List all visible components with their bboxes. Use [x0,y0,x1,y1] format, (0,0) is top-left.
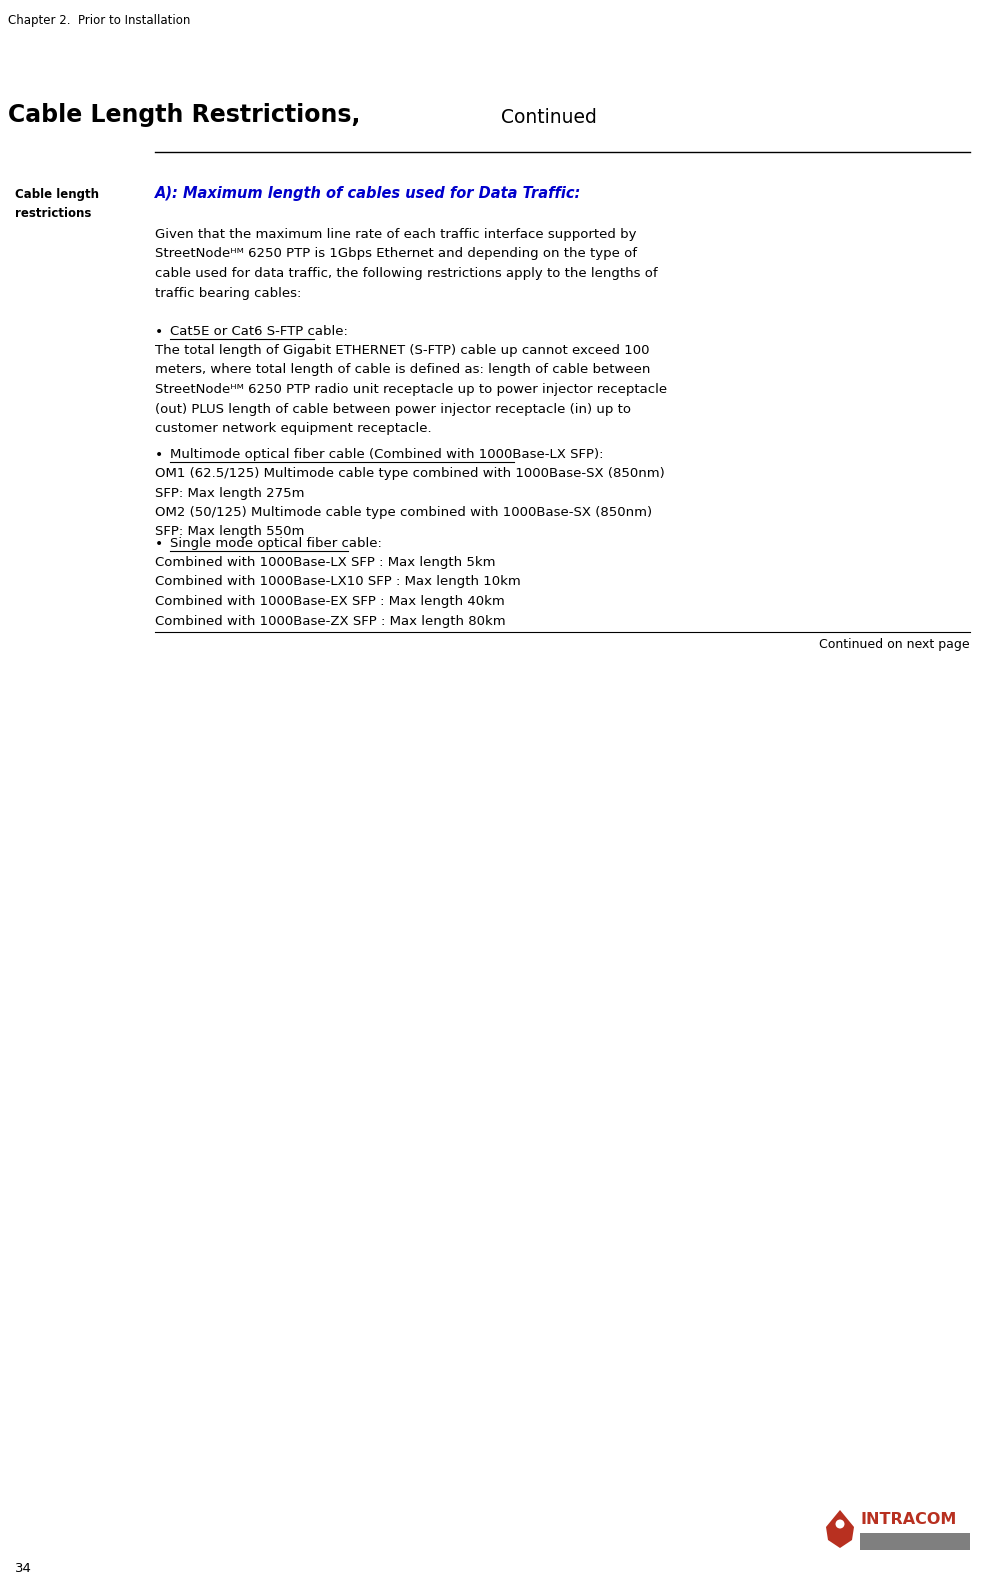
Text: Combined with 1000Base-LX SFP : Max length 5km: Combined with 1000Base-LX SFP : Max leng… [155,555,495,570]
Text: Combined with 1000Base-ZX SFP : Max length 80km: Combined with 1000Base-ZX SFP : Max leng… [155,614,505,627]
Text: cable used for data traffic, the following restrictions apply to the lengths of: cable used for data traffic, the followi… [155,267,658,279]
Text: SFP: Max length 550m: SFP: Max length 550m [155,525,305,538]
Text: traffic bearing cables:: traffic bearing cables: [155,287,302,300]
Text: •: • [155,325,163,340]
Text: Cable Length Restrictions,: Cable Length Restrictions, [8,103,361,127]
Text: •: • [155,448,163,462]
Text: INTRACOM: INTRACOM [860,1512,956,1527]
Text: •: • [155,536,163,551]
Text: meters, where total length of cable is defined as: length of cable between: meters, where total length of cable is d… [155,363,651,376]
Text: SFP: Max length 275m: SFP: Max length 275m [155,487,305,500]
Text: StreetNodeᴴᴹ 6250 PTP radio unit receptacle up to power injector receptacle: StreetNodeᴴᴹ 6250 PTP radio unit recepta… [155,382,667,397]
Bar [860,1533,970,1550]
Text: OM1 (62.5/125) Multimode cable type combined with 1000Base-SX (850nm): OM1 (62.5/125) Multimode cable type comb… [155,467,665,479]
Text: Continued on next page: Continued on next page [820,638,970,651]
Text: Combined with 1000Base-EX SFP : Max length 40km: Combined with 1000Base-EX SFP : Max leng… [155,595,504,608]
Text: Single mode optical fiber cable:: Single mode optical fiber cable: [170,536,381,551]
Text: Chapter 2.  Prior to Installation: Chapter 2. Prior to Installation [8,14,191,27]
Text: customer network equipment receptacle.: customer network equipment receptacle. [155,422,432,435]
Text: Combined with 1000Base-LX10 SFP : Max length 10km: Combined with 1000Base-LX10 SFP : Max le… [155,576,521,589]
Text: (out) PLUS length of cable between power injector receptacle (in) up to: (out) PLUS length of cable between power… [155,403,631,416]
Polygon shape [826,1509,854,1547]
Text: A): Maximum length of cables used for Data Traffic:: A): Maximum length of cables used for Da… [155,186,581,202]
Text: Given that the maximum line rate of each traffic interface supported by: Given that the maximum line rate of each… [155,229,637,241]
Text: Continued: Continued [495,108,597,127]
Text: OM2 (50/125) Multimode cable type combined with 1000Base-SX (850nm): OM2 (50/125) Multimode cable type combin… [155,506,652,519]
Text: restrictions: restrictions [15,206,91,221]
Text: Cat5E or Cat6 S-FTP cable:: Cat5E or Cat6 S-FTP cable: [170,325,348,338]
Text: Cable length: Cable length [15,187,99,202]
Text: StreetNodeᴴᴹ 6250 PTP is 1Gbps Ethernet and depending on the type of: StreetNodeᴴᴹ 6250 PTP is 1Gbps Ethernet … [155,248,637,260]
Text: Multimode optical fiber cable (Combined with 1000Base-LX SFP):: Multimode optical fiber cable (Combined … [170,448,604,460]
Circle shape [836,1519,844,1528]
Text: 34: 34 [15,1562,31,1574]
Text: The total length of Gigabit ETHERNET (S-FTP) cable up cannot exceed 100: The total length of Gigabit ETHERNET (S-… [155,344,650,357]
Text: TELECOM: TELECOM [888,1531,943,1541]
